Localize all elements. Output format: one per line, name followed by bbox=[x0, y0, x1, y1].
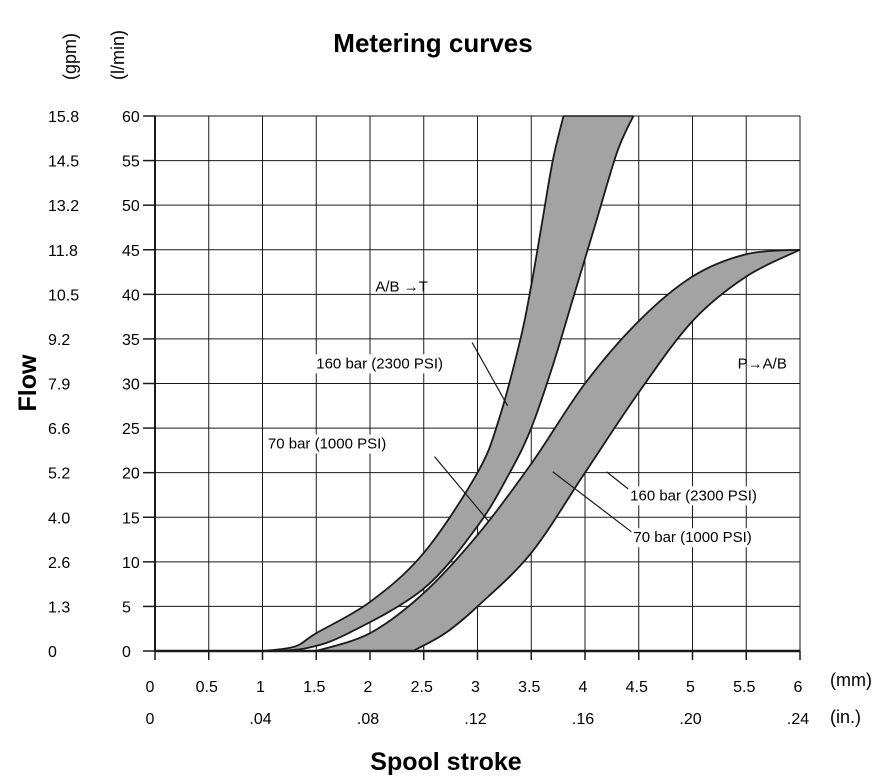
x-tick-label-in: .04 bbox=[249, 711, 271, 728]
band-label-ab-t: A/B →T bbox=[375, 279, 428, 296]
leader-ab-lower bbox=[434, 456, 489, 522]
y-tick-label-gpm: 5.2 bbox=[48, 466, 70, 483]
x-tick-label-mm: 4 bbox=[579, 679, 588, 696]
y-tick-label-gpm: 11.8 bbox=[48, 243, 78, 260]
label-p-160bar: 160 bar (2300 PSI) bbox=[630, 487, 757, 504]
y-tick-label-gpm: 7.9 bbox=[48, 377, 70, 394]
y-tick-label-lmin: 30 bbox=[122, 377, 140, 394]
curve-upper-0 bbox=[262, 115, 565, 652]
x-tick-label-mm: 3 bbox=[471, 679, 480, 696]
label-p-70bar: 70 bar (1000 PSI) bbox=[633, 529, 751, 546]
x-tick-label-mm: 5.5 bbox=[733, 679, 755, 696]
x-ticks: 0 0.5 1 1.5 2 2.5 3 3.5 4 4.5 5 5.5 6 0 .04 .08 .12 .16 .2… bbox=[146, 651, 809, 728]
band-fill-1 bbox=[316, 249, 800, 651]
x-tick-label-mm: 2 bbox=[364, 679, 373, 696]
x-tick-label-mm: 1 bbox=[256, 679, 265, 696]
y-tick-label-gpm: 2.6 bbox=[48, 555, 70, 572]
y-unit-gpm: (gpm) bbox=[60, 33, 80, 80]
label-ab-70bar: 70 bar (1000 PSI) bbox=[268, 436, 386, 453]
y-tick-label-gpm: 9.2 bbox=[48, 332, 70, 349]
leader-p-upper bbox=[606, 471, 631, 491]
y-tick-label-lmin: 35 bbox=[122, 332, 140, 349]
label-ab-160bar: 160 bar (2300 PSI) bbox=[316, 355, 443, 372]
x-tick-label-in: .08 bbox=[357, 711, 379, 728]
annotations: A/B →T 160 bar (2300 PSI) 70 bar (1000 PSI… bbox=[265, 279, 787, 548]
y-tick-label-lmin: 20 bbox=[122, 466, 140, 483]
x-tick-label-mm: 3.5 bbox=[518, 679, 540, 696]
band-fill-0 bbox=[262, 116, 634, 651]
x-axis-label: Spool stroke bbox=[370, 748, 522, 776]
y-unit-lmin: (l/min) bbox=[108, 30, 128, 80]
y-tick-label-lmin: 60 bbox=[122, 109, 140, 126]
curve-lower-0 bbox=[262, 115, 635, 652]
x-tick-label-mm: 2.5 bbox=[411, 679, 433, 696]
leader-p-lower bbox=[552, 471, 634, 534]
y-tick-label-lmin: 25 bbox=[122, 421, 140, 438]
y-tick-label-lmin: 55 bbox=[122, 154, 140, 171]
flow-bands bbox=[262, 115, 801, 652]
leader-ab-upper bbox=[471, 342, 509, 407]
curve-lower-1 bbox=[412, 248, 801, 652]
label-p-70bar-bg bbox=[631, 528, 754, 548]
x-tick-label-in: 0 bbox=[146, 711, 155, 728]
x-tick-label-in: .12 bbox=[464, 711, 486, 728]
x-tick-label-in: .16 bbox=[572, 711, 594, 728]
x-tick-label-mm: 5 bbox=[686, 679, 695, 696]
x-unit-mm: (mm) bbox=[830, 670, 872, 690]
x-tick-label-mm: 1.5 bbox=[303, 679, 325, 696]
y-tick-label-gpm: 1.3 bbox=[48, 599, 70, 616]
axes bbox=[154, 116, 800, 653]
x-tick-label-in: .24 bbox=[787, 711, 809, 728]
y-tick-label-gpm: 6.6 bbox=[48, 421, 70, 438]
y-tick-label-lmin: 15 bbox=[122, 510, 140, 527]
x-tick-label-in: .20 bbox=[679, 711, 701, 728]
curve-upper-1 bbox=[315, 248, 801, 652]
y-tick-label-gpm: 14.5 bbox=[48, 154, 79, 171]
y-tick-label-lmin: 40 bbox=[122, 287, 140, 304]
y-tick-label-lmin: 50 bbox=[122, 198, 140, 215]
y-tick-label-lmin: 0 bbox=[122, 644, 131, 661]
label-ab-70bar-bg bbox=[265, 434, 389, 454]
y-tick-label-lmin: 45 bbox=[122, 243, 140, 260]
x-tick-label-mm: 6 bbox=[794, 679, 803, 696]
y-ticks: 0 0 5 1.3 10 2.6 15 4.0 20 5.2 25 6.6 30 7.9 35 9.2 40 10… bbox=[48, 109, 155, 661]
x-tick-label-mm: 0.5 bbox=[196, 679, 218, 696]
y-tick-label-lmin: 5 bbox=[122, 599, 131, 616]
y-tick-label-lmin: 10 bbox=[122, 555, 140, 572]
y-tick-label-gpm: 4.0 bbox=[48, 510, 70, 527]
y-tick-label-gpm: 13.2 bbox=[48, 198, 79, 215]
label-p-160bar-bg bbox=[628, 486, 759, 506]
band-label-p-ab: P→A/B bbox=[738, 355, 787, 372]
chart-title: Metering curves bbox=[333, 28, 532, 58]
x-tick-label-mm: 4.5 bbox=[626, 679, 648, 696]
x-tick-label-mm: 0 bbox=[146, 679, 155, 696]
y-tick-label-gpm: 10.5 bbox=[48, 287, 79, 304]
x-unit-in: (in.) bbox=[830, 707, 861, 727]
y-tick-label-gpm: 15.8 bbox=[48, 109, 79, 126]
label-ab-160bar-bg bbox=[314, 354, 446, 374]
y-tick-label-gpm: 0 bbox=[48, 644, 57, 661]
y-axis-label: Flow bbox=[14, 354, 42, 411]
